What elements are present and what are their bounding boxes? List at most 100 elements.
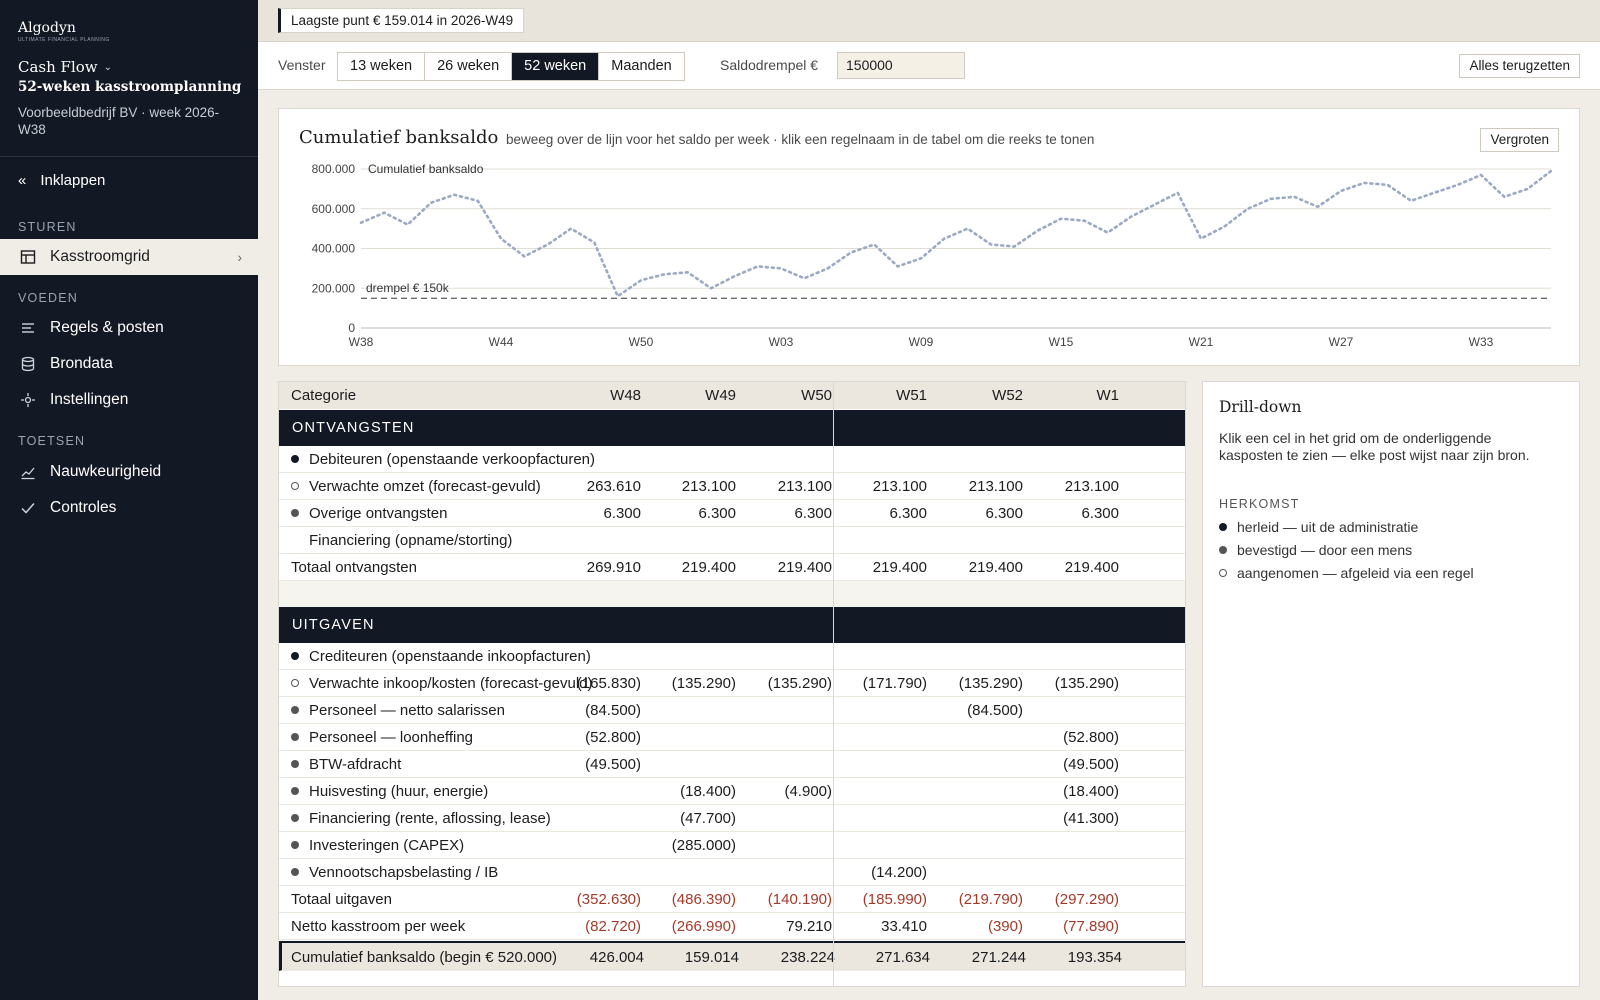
grid-cell[interactable]: (49.500) [1063,756,1119,773]
grid-cell[interactable]: 6.300 [698,505,736,522]
row-label[interactable]: Investeringen (CAPEX) [291,837,464,854]
grid-cell[interactable]: (135.290) [767,675,832,692]
grid-cell[interactable]: 219.400 [968,559,1023,576]
grid-cell[interactable]: (41.300) [1063,810,1119,827]
grid-cell[interactable]: 6.300 [985,505,1023,522]
grid-cell[interactable]: 33.410 [881,918,927,935]
grid-cell[interactable]: (135.290) [671,675,736,692]
row-label[interactable]: Vennootschapsbelasting / IB [291,864,498,881]
grid-cell[interactable]: (390) [987,918,1023,935]
window-option-26[interactable]: 26 weken [425,53,513,80]
chart-card: 0 200.000 400.000 600.000 800.000 W38 W44 W50 W0… [278,108,1580,366]
grid-cell[interactable]: (352.630) [576,891,641,908]
grid-cell[interactable]: (185.990) [862,891,927,908]
grid-cell[interactable]: 213.100 [1064,478,1119,495]
row-label[interactable]: Personeel — netto salarissen [291,702,505,719]
grid-cell[interactable]: 271.244 [971,949,1026,966]
row-label[interactable]: Verwachte inkoop/kosten (forecast-gevuld… [291,675,592,692]
grid-cell[interactable]: 219.400 [681,559,736,576]
grid-cell[interactable]: (285.000) [671,837,736,854]
y-tick-label: 200.000 [312,281,356,295]
grid-cell[interactable]: (47.700) [680,810,736,827]
grid-cell[interactable]: (486.390) [671,891,736,908]
grid-cell[interactable]: (135.290) [1054,675,1119,692]
row-label[interactable]: BTW-afdracht [291,756,401,773]
total-label: Totaal ontvangsten [291,559,417,576]
sidebar-item-label: Kasstroomgrid [50,248,150,265]
sidebar-item-brondata[interactable]: Brondata [0,346,258,382]
grid-cell[interactable]: (18.400) [680,783,736,800]
threshold-input[interactable]: 150000 [837,52,965,79]
grid-cell[interactable]: 213.100 [681,478,736,495]
grid-cell[interactable]: 6.300 [889,505,927,522]
grid-cell[interactable]: (297.290) [1054,891,1119,908]
data-point [1500,193,1508,201]
row-label[interactable]: Verwachte omzet (forecast-gevuld) [291,478,541,495]
grid-cell[interactable]: 238.224 [780,949,835,966]
sidebar-item-kasstroomgrid[interactable]: Kasstroomgrid › [0,239,258,275]
sidebar-item-instellingen[interactable]: Instellingen [0,382,258,418]
data-point [1034,227,1042,235]
plan-title: 52-weken kasstroomplanning [18,79,242,95]
grid-cell[interactable]: 159.014 [684,949,739,966]
sidebar-item-controles[interactable]: Controles [0,490,258,526]
grid-cell[interactable]: 79.210 [786,918,832,935]
row-label[interactable]: Personeel — loonheffing [291,729,473,746]
reset-all-button[interactable]: Alles terugzetten [1459,54,1580,78]
grid-cell[interactable]: (14.200) [871,864,927,881]
window-option-maanden[interactable]: Maanden [599,53,684,80]
grid-cell[interactable]: (52.800) [585,729,641,746]
row-label[interactable]: Overige ontvangsten [291,505,447,522]
data-point [1477,171,1485,179]
data-point [544,241,552,249]
grid-cell[interactable]: (140.190) [767,891,832,908]
grid-cell[interactable]: 6.300 [603,505,641,522]
grid-cell[interactable]: 269.910 [586,559,641,576]
data-point [1360,179,1368,187]
balance-chart[interactable]: 0 200.000 400.000 600.000 800.000 W38 W44 W50 W0… [279,109,1581,367]
window-option-13[interactable]: 13 weken [338,53,426,80]
grid-cell[interactable]: 219.400 [1064,559,1119,576]
row-label[interactable]: Debiteuren (openstaande verkoopfacturen) [291,451,595,468]
x-tick-label: W27 [1329,335,1354,349]
grid-cell[interactable]: (219.790) [958,891,1023,908]
grid-cell[interactable]: (171.790) [862,675,927,692]
grid-cell[interactable]: 193.354 [1067,949,1122,966]
zoom-button[interactable]: Vergroten [1480,128,1559,152]
section-label-sturen: STUREN [18,220,77,234]
row-label[interactable]: Financiering (opname/storting) [291,532,512,549]
collapse-button[interactable]: « Inklappen [18,172,105,189]
grid-cell[interactable]: 213.100 [968,478,1023,495]
grid-cell[interactable]: 219.400 [777,559,832,576]
data-point [730,272,738,280]
sidebar-item-regels-posten[interactable]: Regels & posten [0,310,258,346]
grid-cell[interactable]: (266.990) [671,918,736,935]
row-label[interactable]: Financiering (rente, aflossing, lease) [291,810,551,827]
grid-cell[interactable]: (52.800) [1063,729,1119,746]
grid-cell[interactable]: 213.100 [777,478,832,495]
grid-cell[interactable]: 6.300 [1081,505,1119,522]
grid-cell[interactable]: (18.400) [1063,783,1119,800]
row-label[interactable]: Huisvesting (huur, energie) [291,783,488,800]
data-point [987,241,995,249]
module-switcher[interactable]: Cash Flow ⌄ [18,58,112,76]
row-label[interactable]: Crediteuren (openstaande inkoopfacturen) [291,648,591,665]
window-option-52[interactable]: 52 weken [512,53,600,80]
grid-cell[interactable]: (84.500) [967,702,1023,719]
grid-cell[interactable]: (77.890) [1063,918,1119,935]
grid-cell[interactable]: (135.290) [958,675,1023,692]
table-row: Personeel — netto salarissen (84.500) (84.… [279,697,1185,724]
grid-cell[interactable]: (49.500) [585,756,641,773]
grid-cell[interactable]: 219.400 [872,559,927,576]
grid-cell[interactable]: (165.830) [576,675,641,692]
drilldown-title: Drill-down [1219,398,1302,416]
grid-cell[interactable]: (4.900) [784,783,832,800]
sidebar-item-nauwkeurigheid[interactable]: Nauwkeurigheid [0,454,258,490]
grid-cell[interactable]: 426.004 [589,949,644,966]
grid-cell[interactable]: 213.100 [872,478,927,495]
grid-cell[interactable]: 263.610 [586,478,641,495]
grid-cell[interactable]: (82.720) [585,918,641,935]
grid-cell[interactable]: 6.300 [794,505,832,522]
grid-cell[interactable]: (84.500) [585,702,641,719]
grid-cell[interactable]: 271.634 [875,949,930,966]
